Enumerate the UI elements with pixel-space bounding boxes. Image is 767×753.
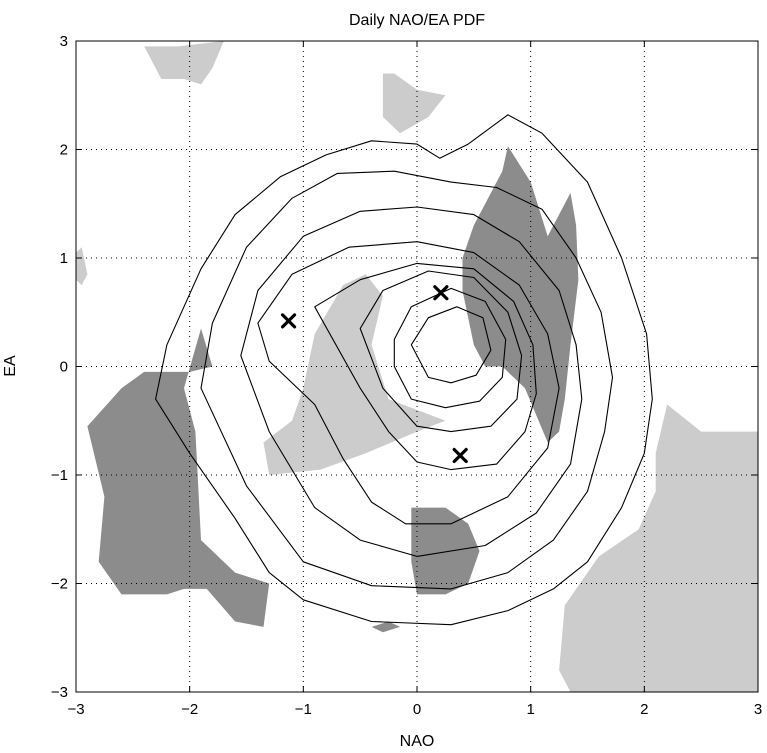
y-tick-label: 1 xyxy=(60,250,68,267)
markers xyxy=(280,285,468,464)
x-tick-label: 3 xyxy=(754,701,762,718)
shaded-region-dark-3 xyxy=(371,621,400,633)
contour-line-level-1 xyxy=(155,114,653,626)
shaded-regions xyxy=(76,41,758,692)
y-tick-label: 0 xyxy=(60,359,68,376)
contour-line-level-3 xyxy=(240,206,583,557)
shaded-region-light-8 xyxy=(559,404,758,692)
contour-lines xyxy=(155,114,653,626)
contour-line-level-4 xyxy=(257,241,560,525)
contour-line-level-6 xyxy=(359,270,523,433)
contour-line-level-5 xyxy=(314,262,537,471)
shaded-region-dark-1 xyxy=(87,328,270,627)
x-tick-label: 0 xyxy=(413,701,421,718)
x-axis-label: NAO xyxy=(400,733,435,750)
ticks: −3 −2 −1 0 1 2 3 −3 −2 −1 0 1 2 3 xyxy=(51,33,762,718)
shaded-region-light-4 xyxy=(263,274,446,475)
shaded-region-dark-2 xyxy=(411,507,480,595)
x-marker-0 xyxy=(280,313,297,329)
contour-line-level-2 xyxy=(200,170,614,590)
shaded-region-dark-0 xyxy=(462,146,579,443)
x-tick-label: −3 xyxy=(67,701,84,718)
contour-line-level-8 xyxy=(410,306,492,384)
shaded-region-light-5 xyxy=(144,41,224,85)
shaded-region-light-6 xyxy=(382,73,446,134)
y-tick-label: 3 xyxy=(60,33,68,50)
x-tick-label: 1 xyxy=(526,701,534,718)
grid xyxy=(76,41,758,692)
x-tick-label: −1 xyxy=(295,701,312,718)
y-tick-label: 2 xyxy=(60,142,68,159)
x-tick-label: −2 xyxy=(181,701,198,718)
y-tick-label: −3 xyxy=(51,684,68,701)
y-tick-label: −2 xyxy=(51,576,68,593)
shaded-region-light-7 xyxy=(76,247,88,286)
y-tick-label: −1 xyxy=(51,467,68,484)
x-marker-1 xyxy=(433,285,449,301)
x-marker-2 xyxy=(452,447,468,464)
y-axis-label: EA xyxy=(2,355,19,377)
x-tick-label: 2 xyxy=(640,701,648,718)
chart-title: Daily NAO/EA PDF xyxy=(349,12,485,29)
